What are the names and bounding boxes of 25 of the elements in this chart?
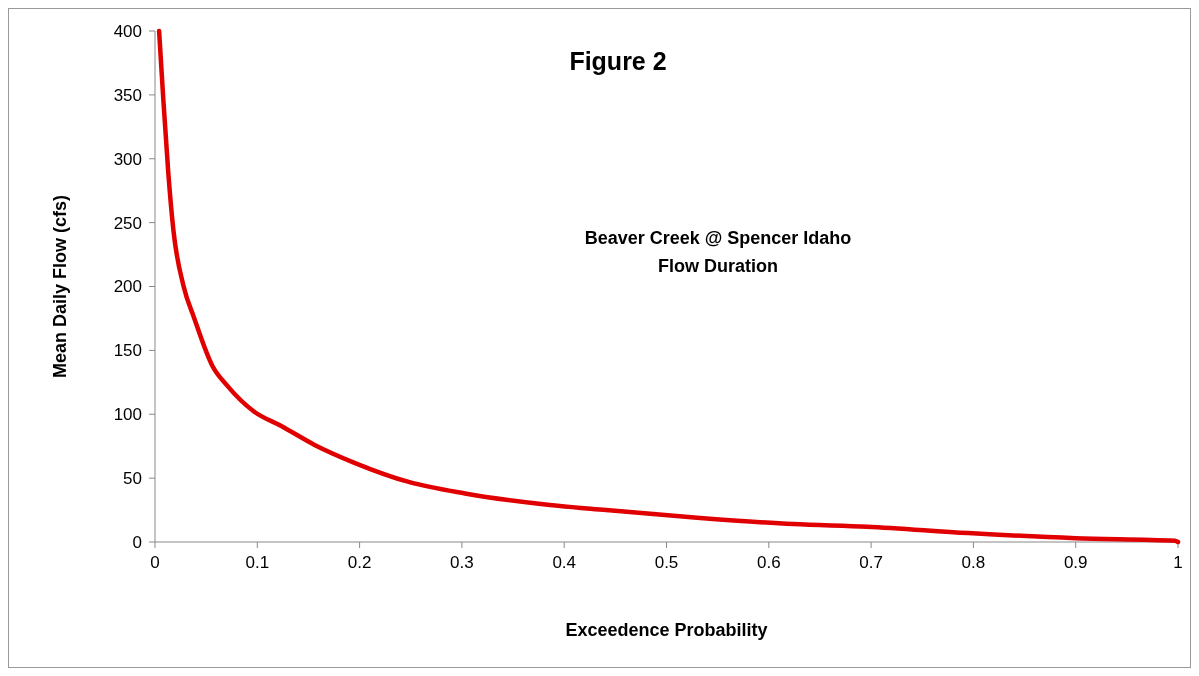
y-tick-label: 150: [113, 341, 142, 361]
y-tick-label: 200: [113, 277, 142, 297]
annotation: Beaver Creek @ Spencer Idaho: [584, 228, 852, 248]
x-tick-label: 0.5: [654, 553, 679, 572]
text: Figure 2: [569, 47, 667, 75]
y-tick-label: 250: [113, 213, 142, 233]
annotation: Flow Duration: [658, 256, 778, 276]
y-tick-label: 350: [113, 85, 142, 105]
x-tick-label: 1: [1173, 553, 1183, 572]
y-tick-label: 0: [132, 532, 142, 552]
x-axis-title: Exceedence Probability: [565, 620, 768, 640]
y-tick-label: 400: [113, 21, 142, 41]
x-tick-label: 0.6: [756, 553, 781, 572]
x-tick-label: 0.2: [347, 553, 372, 572]
x-tick-label: 0.3: [450, 553, 474, 572]
y-tick-label: 50: [123, 469, 142, 489]
x-tick-label: 0.8: [961, 553, 986, 572]
y-axis-title: Mean Daily Flow (cfs): [50, 194, 70, 379]
x-tick-label: 0.9: [1063, 553, 1088, 572]
x-tick-label: 0.4: [552, 553, 577, 572]
x-tick-label: 0.1: [245, 553, 270, 572]
y-tick-label: 300: [113, 149, 142, 169]
x-tick-label: 0.7: [859, 553, 883, 572]
x-tick-label: 0: [150, 553, 160, 572]
y-tick-label: 100: [113, 405, 142, 425]
